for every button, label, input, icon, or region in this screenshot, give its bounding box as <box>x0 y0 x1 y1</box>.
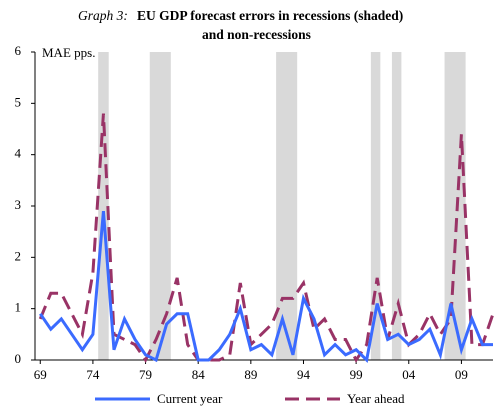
recession-shade <box>149 52 171 360</box>
y-tick-label: 5 <box>15 94 22 109</box>
y-tick-label: 4 <box>15 146 22 161</box>
x-tick-label: 99 <box>350 367 363 382</box>
legend-label: Year ahead <box>347 391 405 406</box>
y-tick-label: 2 <box>15 248 22 263</box>
recession-shade <box>370 52 381 360</box>
recession-shade <box>276 52 298 360</box>
x-tick-label: 89 <box>244 367 257 382</box>
series-line <box>39 211 493 364</box>
chart-title: and non-recessions <box>202 27 311 42</box>
x-tick-label: 74 <box>86 367 100 382</box>
x-tick-label: 04 <box>402 367 416 382</box>
x-tick-label: 84 <box>192 367 206 382</box>
x-tick-label: 69 <box>34 367 47 382</box>
recession-shade <box>444 52 466 360</box>
x-tick-label: 94 <box>297 367 311 382</box>
x-tick-label: 79 <box>139 367 152 382</box>
y-tick-label: 3 <box>15 197 22 212</box>
y-tick-label: 6 <box>15 43 22 58</box>
y-axis-label: MAE pps. <box>42 45 95 60</box>
legend-label: Current year <box>157 391 223 406</box>
series-line <box>38 113 495 363</box>
recession-shade <box>98 52 109 360</box>
y-tick-label: 1 <box>15 300 22 315</box>
title-label: Graph 3: <box>78 8 128 23</box>
recession-shade <box>391 52 402 360</box>
chart-title: EU GDP forecast errors in recessions (sh… <box>137 8 403 23</box>
y-tick-label: 0 <box>15 351 22 366</box>
x-tick-label: 09 <box>455 367 468 382</box>
